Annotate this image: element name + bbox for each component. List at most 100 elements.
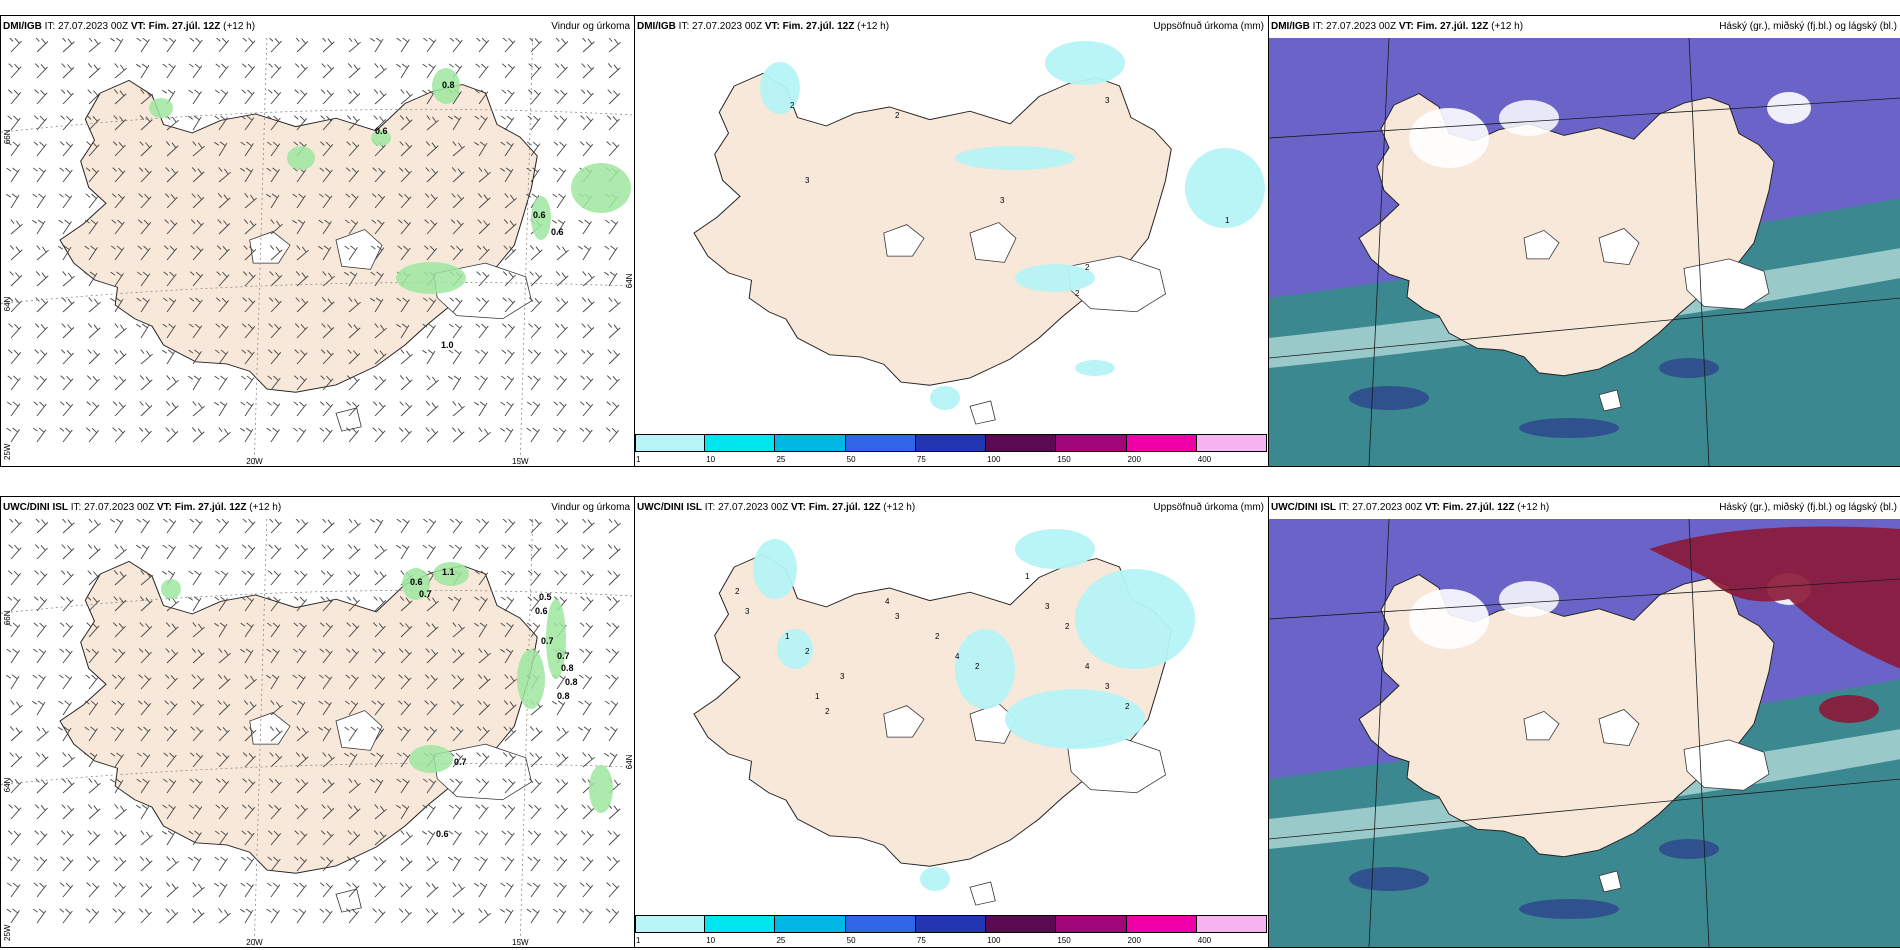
precip-area [589,765,613,813]
colorbar-swatch [775,915,846,933]
clear-area [1409,589,1489,649]
precip-area [371,130,391,146]
value-label: 1 [785,632,790,641]
value-label: 0.7 [541,636,554,646]
precip-area [402,568,430,600]
value-label: 2 [1125,702,1130,711]
value-label: 0.8 [557,691,570,701]
colorbar-swatch [1126,915,1197,933]
precip-area [1015,529,1095,569]
colorbar-tick: 100 [987,936,1001,945]
value-label: 0.6 [551,227,564,237]
colorbar-swatch [845,915,916,933]
colorbar-tick: 25 [776,936,786,945]
panel-title: Vindur og úrkoma [551,502,630,513]
iceland-land [59,79,538,393]
precip-area [955,629,1015,709]
panel-title: Háský (gr.), miðský (fj.bl.) og lágský (… [1719,21,1897,32]
colorbar-swatch [705,915,776,933]
lat-label: 64N [625,273,634,288]
colorbar-tick: 100 [987,455,1001,464]
colorbar-tick: 400 [1197,455,1212,464]
glacier [335,888,362,913]
precip-area [1045,41,1125,85]
value-label: 0.8 [442,80,455,90]
colorbar-tick: 1 [636,936,641,945]
colorbar-swatch [1056,915,1127,933]
glacier [1067,255,1166,313]
glacier [1683,739,1770,791]
colorbar-swatch [1056,434,1127,452]
glacier [249,712,291,745]
glacier [1598,870,1622,893]
precip-area [287,146,315,170]
clear-area [1499,100,1559,136]
colorbar-tick: 50 [846,455,856,464]
low-cloud-patch [1519,899,1619,919]
panel-header: DMI/IGB IT: 27.07.2023 00Z VT: Fim. 27.j… [637,21,1264,32]
precip-area [777,629,813,669]
glacier [883,224,925,257]
low-cloud-patch [1519,418,1619,438]
colorbar-tick: 1 [636,455,641,464]
lon-label: 25W [3,443,12,460]
graticule [1,519,634,947]
value-label: 0.6 [375,126,388,136]
precip-colorbar: 1 10 25 50 75 100 150 200 400 [635,915,1268,947]
glacier [1598,228,1640,266]
glacier [1598,709,1640,747]
value-label: 0.6 [533,210,546,220]
colorbar-frame [635,434,1267,452]
colorbar-swatch [705,434,776,452]
glacier [1523,710,1560,741]
value-label: 2 [790,101,795,110]
colorbar-swatch [915,915,987,933]
value-label: 1.1 [442,567,455,577]
glacier [335,710,383,751]
panel-header: UWC/DINI ISL IT: 27.07.2023 00Z VT: Fim.… [1271,502,1897,513]
graticule [1269,519,1900,947]
value-label: 2 [935,632,940,641]
value-label: 0.5 [539,592,552,602]
precip-area [760,62,800,114]
panel-clouds-uwc: UWC/DINI ISL IT: 27.07.2023 00Z VT: Fim.… [1268,496,1900,948]
cloud-field-red [1649,526,1900,669]
precip-area [1185,148,1265,228]
precip-area [930,386,960,410]
lon-label: 15W [512,457,529,466]
lat-label: 64N [3,296,12,311]
colorbar-tick: 75 [916,936,926,945]
precip-area [546,599,566,679]
precip-area [1005,689,1145,749]
precip-area [1075,360,1115,376]
value-label: 4 [955,652,960,661]
value-label: 3 [745,607,750,616]
glacier [1598,389,1622,412]
graticule [1,38,634,466]
iceland-land [693,72,1172,386]
colorbar-swatch [986,915,1057,933]
value-label: 3 [1000,196,1005,205]
lat-label: 64N [3,777,12,792]
colorbar-tick: 50 [846,936,856,945]
value-label: 2 [975,662,980,671]
colorbar-tick: 75 [916,455,926,464]
colorbar-tick: 25 [776,455,786,464]
low-cloud-patch [1349,386,1429,410]
value-label: 1 [1025,572,1030,581]
precip-area [571,163,631,213]
low-cloud-patch [1349,867,1429,891]
panel-wind-precip-dmi: DMI/IGB IT: 27.07.2023 00Z VT: Fim. 27.j… [0,15,635,467]
lon-label: 20W [246,938,263,947]
value-label: 0.7 [454,757,467,767]
panel-header: DMI/IGB IT: 27.07.2023 00Z VT: Fim. 27.j… [3,21,630,32]
value-label: 2 [735,587,740,596]
value-label: 2 [1075,289,1080,298]
panel-header: UWC/DINI ISL IT: 27.07.2023 00Z VT: Fim.… [3,502,630,513]
colorbar-swatch [1126,434,1197,452]
precip-area [161,579,181,599]
graticule [1269,38,1900,466]
value-label: 2 [825,707,830,716]
lon-label: 20W [246,457,263,466]
